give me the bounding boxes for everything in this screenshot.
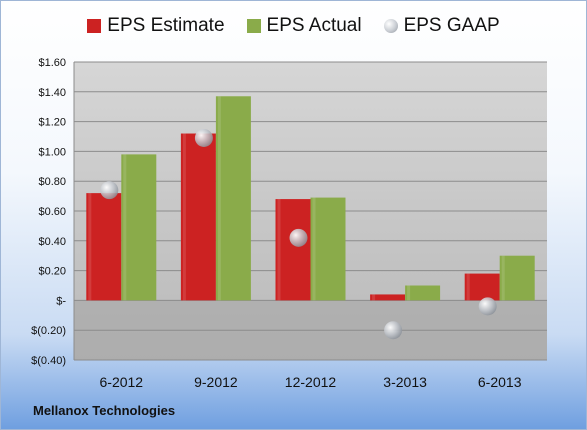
x-tick-label: 6-2013 <box>478 374 522 390</box>
y-tick-label: $0.40 <box>38 236 66 248</box>
bar-highlight <box>123 154 127 301</box>
bar-eps-estimate <box>180 133 216 301</box>
y-tick-label: $1.20 <box>38 117 66 129</box>
legend-item-eps-gaap: EPS GAAP <box>383 15 500 37</box>
bar-eps-actual <box>215 96 251 301</box>
bar-eps-actual <box>499 255 535 301</box>
y-tick-label: $1.00 <box>38 146 66 158</box>
bar-eps-estimate <box>275 199 311 301</box>
bar-eps-actual <box>121 154 157 301</box>
company-name: Mellanox Technologies <box>33 403 176 418</box>
y-tick-label: $0.60 <box>38 206 66 218</box>
bar-highlight <box>501 255 505 301</box>
chart-plot: $(0.40) $(0.20) $- $0.20 $0.40 $0.60 $0.80 $1.0… <box>31 57 547 390</box>
gaap-marker <box>194 128 213 147</box>
bar-eps-actual <box>405 285 441 301</box>
bar-eps-actual <box>310 197 346 301</box>
y-tick-label: $1.60 <box>38 57 66 69</box>
y-tick-label: $1.40 <box>38 87 66 99</box>
bar-highlight <box>407 285 411 301</box>
gaap-marker <box>100 181 119 200</box>
x-tick-label: 12-2012 <box>285 374 337 390</box>
y-tick-label: $0.20 <box>38 266 66 278</box>
gaap-marker <box>384 321 403 340</box>
bar-highlight <box>372 294 376 301</box>
legend-item-eps-actual: EPS Actual <box>246 15 362 37</box>
legend-swatch-eps-actual <box>246 19 261 33</box>
bar-highlight <box>88 193 92 301</box>
bar-highlight <box>466 273 470 301</box>
x-tick-label: 3-2013 <box>383 374 427 390</box>
legend-swatch-eps-gaap <box>383 19 398 33</box>
legend-swatch-eps-estimate <box>87 19 102 33</box>
gaap-marker <box>289 228 308 247</box>
bar-highlight <box>312 197 316 301</box>
bar-highlight <box>277 199 281 301</box>
bar-highlight <box>217 96 221 301</box>
bar-eps-estimate <box>86 193 122 301</box>
x-tick-label: 6-2012 <box>100 374 144 390</box>
legend: EPS Estimate EPS Actual EPS GAAP <box>1 15 586 37</box>
legend-label-eps-actual: EPS Actual <box>266 15 362 36</box>
legend-item-eps-estimate: EPS Estimate <box>87 15 225 37</box>
y-tick-label: $- <box>56 295 66 307</box>
gaap-marker <box>478 297 497 316</box>
y-tick-label: $(0.20) <box>31 325 66 337</box>
y-tick-label: $0.80 <box>38 176 66 188</box>
x-tick-label: 9-2012 <box>194 374 238 390</box>
legend-label-eps-gaap: EPS GAAP <box>403 15 500 36</box>
bar-eps-estimate <box>464 273 500 301</box>
bar-highlight <box>182 133 186 301</box>
legend-label-eps-estimate: EPS Estimate <box>107 15 225 36</box>
bar-eps-estimate <box>370 294 406 301</box>
y-tick-label: $(0.40) <box>31 355 66 367</box>
